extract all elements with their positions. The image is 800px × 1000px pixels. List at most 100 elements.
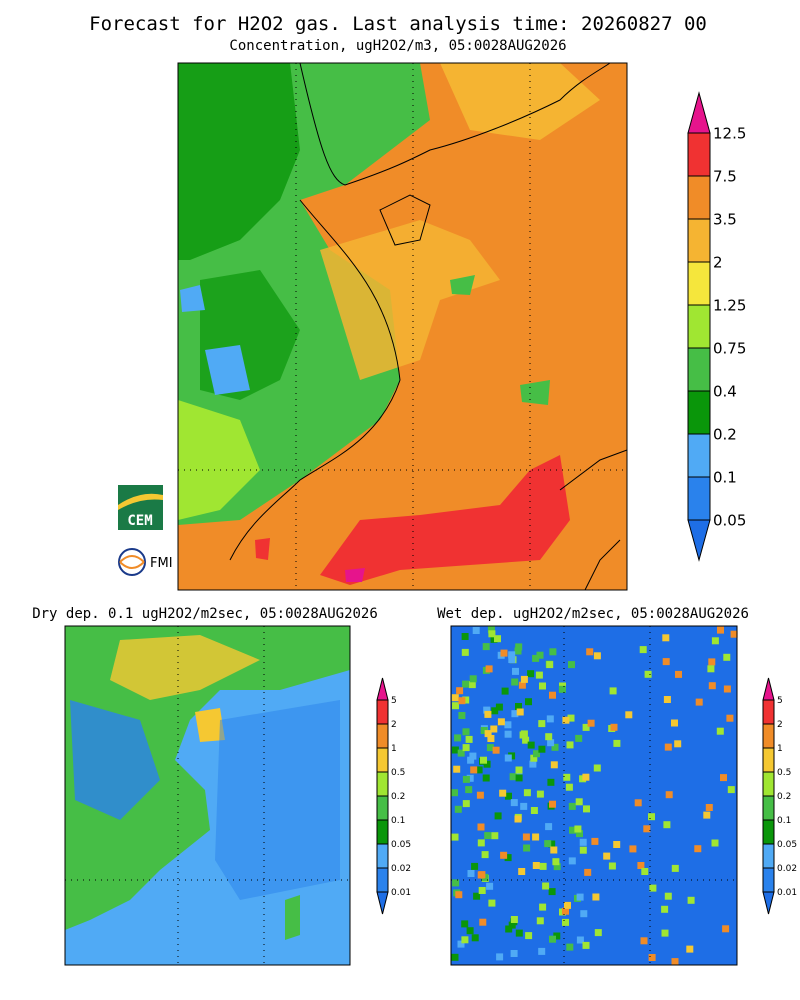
colorbar-label: 0.2 [777,792,791,802]
map-cell [593,764,601,772]
map-cell [545,823,553,831]
map-cell [550,846,558,854]
colorbar-segment [687,175,711,220]
map-cell [547,778,555,786]
map-cell [510,916,518,923]
map-cell [711,839,719,847]
colorbar-segment [687,132,711,177]
colorbar-segment [376,771,389,797]
map-cell [576,893,584,901]
map-cell [488,899,496,907]
colorbar-label: 0.01 [777,888,797,898]
map-cell [469,675,477,683]
map-cell [467,756,475,764]
map-cell [482,643,490,651]
map-cell [478,871,486,879]
panel-title: Concentration, ugH2O2/m3, 05:0028AUG2026 [229,38,566,54]
map-cell [462,775,470,783]
map-cell [727,786,735,794]
map-cell [539,862,547,870]
map-cell [663,696,671,703]
map-cell [504,754,512,762]
map-cell [457,749,465,757]
map-cell [539,903,547,911]
map-cell [609,687,617,695]
map-cell [454,734,462,742]
map-cell [527,741,535,749]
map-cell [575,798,583,806]
colorbar-segment [762,843,775,869]
map-cell [553,863,561,871]
panel-title: Dry dep. 0.1 ugH2O2/m2sec, 05:0028AUG202… [32,606,378,622]
map-cell [530,807,538,814]
map-cell [671,864,679,872]
map-cell [686,945,694,953]
map-cell [580,910,588,918]
map-cell [485,665,493,673]
map-cell [451,833,459,841]
map-cell [451,789,458,797]
map-cell [495,703,503,711]
map-cell [579,838,587,846]
map-cell [510,799,518,807]
map-cell [576,936,584,944]
map-cell [533,750,540,758]
map-cell [476,791,484,799]
map-cell [484,710,492,718]
map-cell [491,832,499,840]
panel-title: Wet dep. ugH2O2/m2sec, 05:0028AUG2026 [437,606,749,622]
wet-dep-map [450,625,738,966]
map-cell [582,773,590,781]
map-cell [508,651,516,659]
map-cell [525,932,533,940]
map-cell [717,626,724,634]
map-cell [462,744,470,752]
logo-text: FMI [150,556,173,571]
map-cell [644,670,652,678]
main-title: Forecast for H2O2 gas. Last analysis tim… [89,13,707,35]
map-cell [478,887,486,894]
map-cell [461,936,469,944]
map-cell [515,929,523,937]
map-cell [532,654,540,662]
colorbar-label: 0.2 [391,792,405,802]
map-cell [558,685,566,693]
map-cell [515,774,523,782]
map-cell [462,680,470,688]
map-cell [548,840,556,848]
map-cell [536,917,544,925]
colorbar-label: 1 [777,744,783,754]
map-cell [536,651,544,659]
map-cell [587,719,595,727]
map-cell [471,934,479,942]
map-cell [551,743,559,751]
colorbar-label: 1.25 [713,296,746,314]
map-cell [547,739,555,747]
colorbar-label: 0.5 [391,768,405,778]
colorbar-label: 0.02 [391,864,411,874]
map-cell [574,825,582,833]
colorbar-label: 0.4 [713,382,737,400]
map-cell [532,833,540,841]
colorbar-segment [762,723,775,749]
map-cell [594,929,602,937]
map-cell [481,851,489,859]
map-cell [694,845,702,853]
colorbar-label: 0.1 [713,468,737,486]
colorbar-segment [376,843,389,869]
map-cell [584,868,592,876]
map-cell [462,696,470,704]
colorbar-segment [376,867,389,893]
map-cell [484,832,492,840]
map-cell [492,746,500,754]
colorbar-segment [687,347,711,392]
map-cell [480,727,488,734]
map-cell [640,937,648,945]
map-cell [579,846,587,854]
map-cell [477,839,485,847]
colorbar-segment [687,218,711,263]
map-cell [664,892,672,900]
map-cell [511,678,519,686]
map-cell [520,802,528,810]
